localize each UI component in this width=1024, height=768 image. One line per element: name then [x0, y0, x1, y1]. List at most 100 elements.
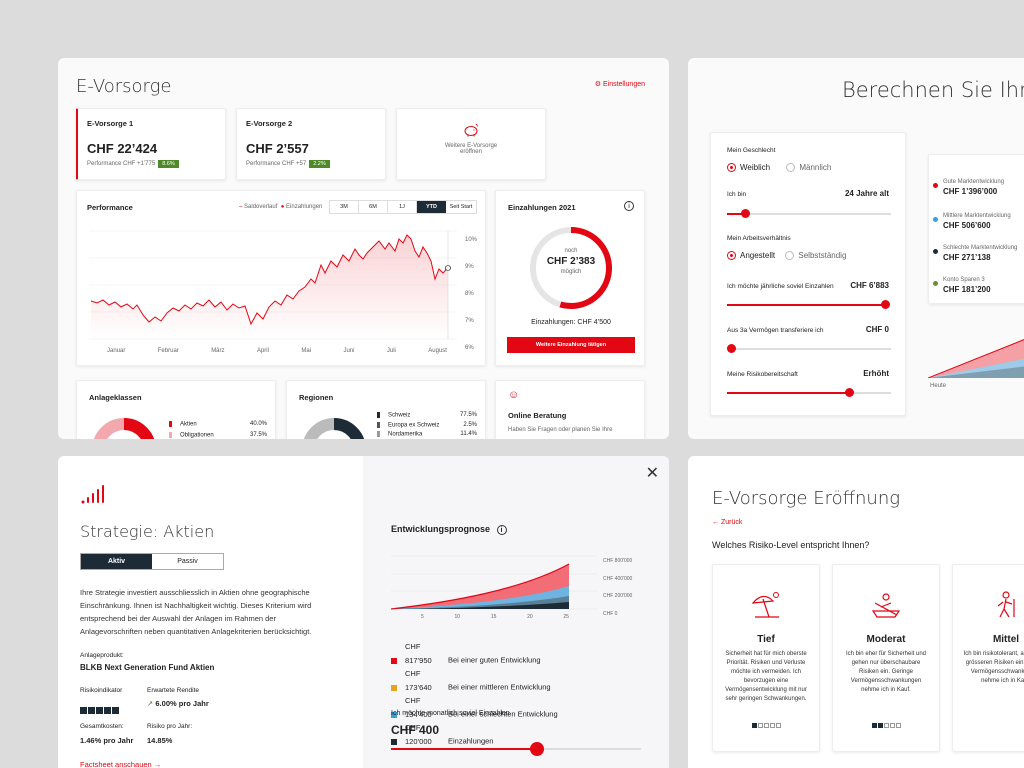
deposits-card: Einzahlungen 2021 i noch CHF 2’383 mögli… — [495, 190, 645, 366]
yearly-label: Ich möchte jährliche soviel Einzahlen — [727, 283, 834, 290]
account-name: E-Vorsorge 2 — [246, 119, 293, 128]
forecast-area-chart — [391, 555, 597, 610]
risk-indicator — [80, 701, 119, 719]
performance-badge: 8.6% — [158, 160, 179, 168]
transfer-label: Aus 3a Vermögen transferiere ich — [727, 327, 824, 334]
close-icon[interactable]: ✕ — [645, 465, 659, 482]
risk-slider-knob[interactable] — [845, 388, 854, 397]
opening-panel: E-Vorsorge Eröffnung ← Zurück Welches Ri… — [688, 456, 1024, 768]
regions-card: Regionen Schweiz 77.5% Europa ex Schweiz 2… — [286, 380, 486, 439]
risk-value: Erhöht — [863, 369, 889, 378]
range-selector: 3M 6M 1J YTD Seit Start — [329, 200, 477, 214]
info-icon[interactable]: i — [624, 201, 634, 211]
risk-level-name: Tief — [757, 634, 775, 645]
account-amount: CHF 22’424 — [87, 141, 158, 156]
calculator-panel: Berechnen Sie Ihre V Mein Geschlecht Wei… — [688, 58, 1024, 439]
add-account-text: Weitere E-Vorsorge — [444, 143, 498, 149]
risk-level-name: Moderat — [866, 634, 906, 645]
range-6m[interactable]: 6M — [359, 201, 388, 213]
deposits-total: Einzahlungen: CHF 4’500 — [531, 319, 611, 326]
monthly-slider-fill — [391, 748, 536, 750]
radio-selbststaendig[interactable]: Selbstständig — [785, 251, 846, 261]
account-card-2[interactable]: E-Vorsorge 2 CHF 2’557 Performance CHF +… — [236, 108, 386, 180]
gender-label: Mein Geschlecht — [727, 147, 776, 154]
gender-options: Weiblich Männlich — [727, 163, 831, 173]
forecast-area: ✕ Entwicklungsprognose i CHF 800'000 CHF… — [363, 456, 669, 768]
regions-list: Schweiz 77.5% Europa ex Schweiz 2.5% Norda… — [377, 412, 477, 438]
add-account-text: eröffnen — [460, 149, 482, 155]
monthly-slider-knob[interactable] — [530, 742, 544, 756]
risk-level-text: Sicherheit hat für mich oberste Prioritä… — [725, 651, 807, 702]
yearly-slider-knob[interactable] — [881, 300, 890, 309]
strategy-icon — [80, 482, 104, 511]
asset-classes-title: Anlageklassen — [89, 393, 142, 402]
add-deposit-button[interactable]: Weitere Einzahlung tätigen — [507, 337, 635, 353]
online-title: Online Beratung — [508, 411, 567, 420]
account-card-1[interactable]: E-Vorsorge 1 CHF 22’424 Performance CHF … — [76, 108, 226, 180]
today-label: Heute — [930, 383, 947, 389]
performance-title: Performance — [87, 203, 133, 212]
scenario-dot-good — [933, 183, 938, 188]
risk-level-name: Mittel — [992, 634, 1020, 645]
trend-up-icon: ↗ — [147, 699, 154, 708]
risk-year-label: Risiko pro Jahr: — [147, 723, 193, 730]
radio-maennlich[interactable]: Männlich — [786, 163, 831, 173]
deposits-ring-label: noch CHF 2’383 möglich — [546, 248, 596, 275]
risk-level-indicator — [833, 715, 941, 733]
scenario-card: Gute Marktentwicklung CHF 1’396’000 Mitt… — [928, 154, 1024, 304]
back-link[interactable]: ← Zurück — [712, 519, 743, 526]
factsheet-link[interactable]: Factsheet anschauen → — [80, 760, 162, 768]
risk-question: Welches Risiko-Level entspricht Ihnen? — [712, 540, 870, 550]
monthly-value: CHF 400 — [391, 723, 440, 737]
account-amount: CHF 2’557 — [246, 141, 309, 156]
forecast-legend: CHF 817’950 Bei einer guten Entwicklung C… — [391, 640, 558, 748]
scenario-item: Konto Sparen 3 CHF 181’200 — [943, 277, 991, 294]
risk-level-card-tief[interactable]: Tief Sicherheit hat für mich oberste Pri… — [712, 564, 820, 752]
risk-slider-fill — [727, 392, 849, 394]
scenario-dot-sparen — [933, 281, 938, 286]
employment-label: Mein Arbeitsverhältnis — [727, 235, 791, 242]
forecast-x-ticks: 5 10 15 20 25 — [421, 614, 569, 620]
legend-item: CHF 817’950 Bei einer guten Entwicklung — [391, 640, 558, 667]
risk-level-card-mittel[interactable]: Mittel Ich bin risikotolerant, aber kein… — [952, 564, 1024, 752]
opening-title: E-Vorsorge Eröffnung — [712, 488, 901, 509]
deposits-title: Einzahlungen 2021 — [508, 203, 576, 212]
age-slider-track[interactable] — [727, 213, 891, 215]
online-consulting-card[interactable]: ☺ Online Beratung Haben Sie Fragen oder … — [495, 380, 645, 439]
add-account-card[interactable]: Weitere E-Vorsorge eröffnen — [396, 108, 546, 180]
transfer-slider-knob[interactable] — [727, 344, 736, 353]
risk-level-card-moderat[interactable]: Moderat Ich bin eher für Sicherheit und … — [832, 564, 940, 752]
expected-return-label: Erwartete Rendite — [147, 687, 200, 694]
costs-value: 1.46% pro Jahr — [80, 736, 134, 745]
forecast-y-ticks: CHF 800'000 CHF 400'000 CHF 200'000 CHF … — [603, 558, 633, 617]
performance-x-ticks: Januar Februar März April Mai Juni Juli Augu… — [107, 348, 447, 354]
radio-weiblich[interactable]: Weiblich — [727, 163, 770, 173]
dashboard-panel: E-Vorsorge ⚙ Einstellungen E-Vorsorge 1 … — [58, 58, 669, 439]
risk-level-indicator — [713, 715, 821, 733]
scenario-dot-medium — [933, 217, 938, 222]
beach-umbrella-icon — [713, 589, 819, 628]
piggy-bank-icon — [397, 123, 545, 140]
age-slider-knob[interactable] — [741, 209, 750, 218]
radio-angestellt[interactable]: Angestellt — [727, 251, 775, 261]
strategy-toggle: Aktiv Passiv — [80, 553, 224, 570]
expected-return: ↗ 6.00% pro Jahr — [147, 699, 209, 708]
transfer-value: CHF 0 — [865, 325, 889, 334]
advisor-icon: ☺ — [508, 389, 520, 401]
account-name: E-Vorsorge 1 — [87, 119, 134, 128]
costs-label: Gesamtkosten: — [80, 723, 124, 730]
settings-link[interactable]: ⚙ Einstellungen — [594, 81, 645, 88]
info-icon[interactable]: i — [496, 525, 507, 535]
performance-card: Performance – Saldoverlauf ● Einzahlunge… — [76, 190, 486, 366]
range-3m[interactable]: 3M — [330, 201, 359, 213]
range-ytd[interactable]: YTD — [417, 201, 446, 213]
toggle-passiv[interactable]: Passiv — [177, 558, 198, 565]
range-seit-start[interactable]: Seit Start — [449, 204, 473, 210]
transfer-slider-track[interactable] — [727, 348, 891, 350]
page-title: E-Vorsorge — [76, 76, 172, 97]
forecast-title: Entwicklungsprognose i — [391, 524, 507, 535]
toggle-aktiv[interactable]: Aktiv — [81, 554, 152, 569]
range-1j[interactable]: 1J — [388, 201, 417, 213]
yearly-slider-fill[interactable] — [727, 304, 887, 306]
performance-y-ticks: 10% 9% 8% 7% 6% — [465, 237, 478, 351]
